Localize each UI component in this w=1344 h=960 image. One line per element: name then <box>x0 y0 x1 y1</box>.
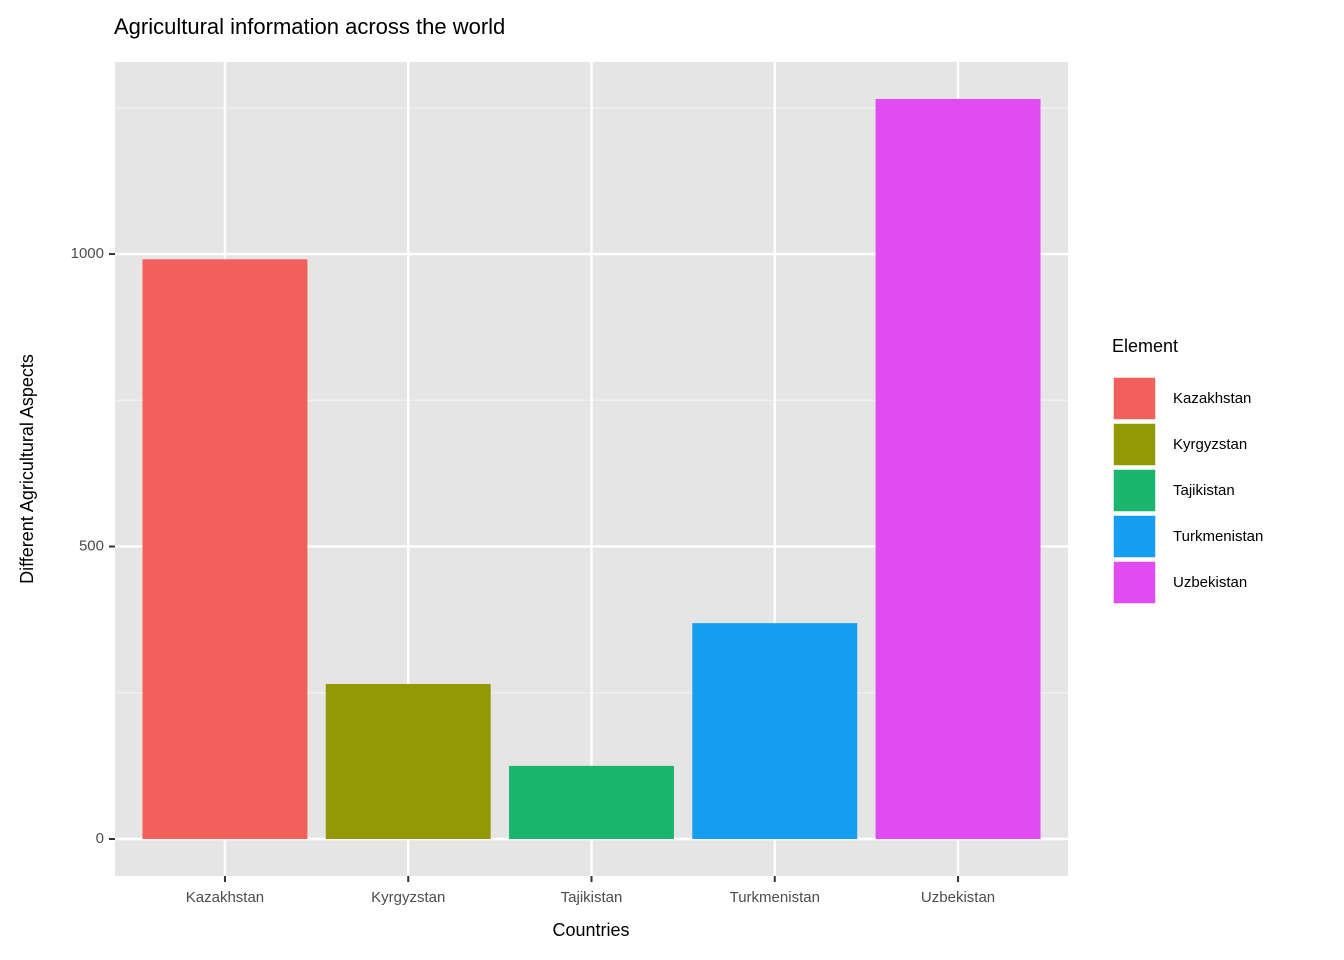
legend-key <box>1112 560 1157 605</box>
bar <box>142 259 308 840</box>
legend-key <box>1112 376 1157 421</box>
legend-label: Kazakhstan <box>1173 390 1251 407</box>
x-tick-label: Kazakhstan <box>186 889 264 906</box>
x-axis-title: Countries <box>552 920 629 940</box>
legend-key <box>1112 422 1157 467</box>
legend-label: Turkmenistan <box>1173 528 1263 545</box>
legend-key <box>1112 514 1157 559</box>
legend-label: Kyrgyzstan <box>1173 436 1247 453</box>
y-axis-title: Different Agricultural Aspects <box>17 354 37 584</box>
bar <box>692 623 858 839</box>
x-tick-label: Kyrgyzstan <box>371 889 445 906</box>
bar <box>509 765 674 839</box>
legend-label: Tajikistan <box>1173 482 1235 499</box>
legend-label: Uzbekistan <box>1173 574 1247 591</box>
y-tick-label: 500 <box>79 537 104 554</box>
bar <box>875 99 1041 839</box>
y-tick-label: 1000 <box>71 245 104 262</box>
bar <box>325 683 491 839</box>
x-tick-label: Uzbekistan <box>921 889 995 906</box>
y-tick-label: 0 <box>96 830 104 847</box>
legend-key <box>1112 468 1157 513</box>
x-tick-label: Turkmenistan <box>730 889 820 906</box>
chart-title: Agricultural information across the worl… <box>114 14 505 39</box>
legend-title: Element <box>1112 336 1178 356</box>
x-tick-label: Tajikistan <box>561 889 623 906</box>
